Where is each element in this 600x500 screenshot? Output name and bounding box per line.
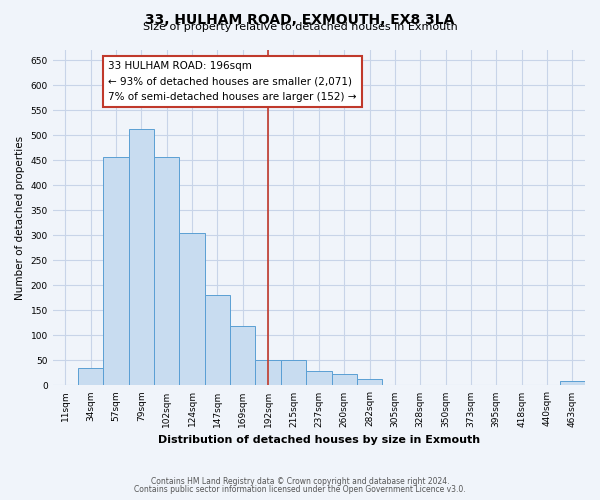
Text: 33, HULHAM ROAD, EXMOUTH, EX8 3LA: 33, HULHAM ROAD, EXMOUTH, EX8 3LA xyxy=(145,12,455,26)
Bar xyxy=(306,372,332,386)
Bar xyxy=(205,295,230,386)
Bar xyxy=(560,382,585,386)
Bar xyxy=(129,129,154,386)
X-axis label: Distribution of detached houses by size in Exmouth: Distribution of detached houses by size … xyxy=(158,435,480,445)
Bar xyxy=(154,156,179,386)
Bar xyxy=(78,368,103,386)
Bar xyxy=(179,232,205,386)
Bar xyxy=(281,360,306,386)
Bar xyxy=(332,374,357,386)
Bar xyxy=(103,156,129,386)
Text: Contains HM Land Registry data © Crown copyright and database right 2024.: Contains HM Land Registry data © Crown c… xyxy=(151,477,449,486)
Bar xyxy=(256,360,281,386)
Text: Size of property relative to detached houses in Exmouth: Size of property relative to detached ho… xyxy=(143,22,457,32)
Text: Contains public sector information licensed under the Open Government Licence v3: Contains public sector information licen… xyxy=(134,485,466,494)
Bar xyxy=(357,380,382,386)
Y-axis label: Number of detached properties: Number of detached properties xyxy=(15,136,25,300)
Text: 33 HULHAM ROAD: 196sqm
← 93% of detached houses are smaller (2,071)
7% of semi-d: 33 HULHAM ROAD: 196sqm ← 93% of detached… xyxy=(109,61,357,102)
Bar xyxy=(230,326,256,386)
